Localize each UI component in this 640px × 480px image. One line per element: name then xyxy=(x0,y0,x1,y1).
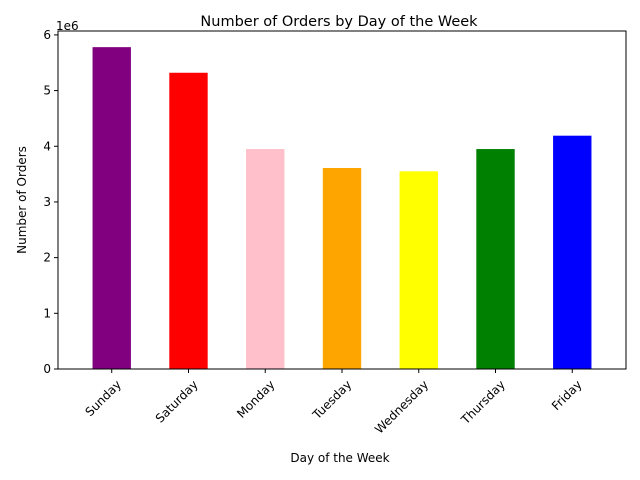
bar-thursday xyxy=(476,149,514,369)
y-tick-label: 0 xyxy=(43,362,51,376)
y-tick-label: 2 xyxy=(43,251,51,265)
bar-sunday xyxy=(93,47,131,369)
bar-friday xyxy=(553,136,591,369)
y-axis-label: Number of Orders xyxy=(15,146,29,254)
y-tick-label: 1 xyxy=(43,306,51,320)
bar-wednesday xyxy=(400,171,438,369)
chart-title: Number of Orders by Day of the Week xyxy=(200,14,478,30)
bar-monday xyxy=(246,149,284,369)
y-tick-label: 4 xyxy=(43,139,51,153)
y-tick-label: 5 xyxy=(43,84,51,98)
y-tick-label: 6 xyxy=(43,28,51,42)
x-axis-label: Day of the Week xyxy=(290,451,389,465)
bar-tuesday xyxy=(323,168,361,369)
bar-saturday xyxy=(169,73,207,369)
y-tick-label: 3 xyxy=(43,195,51,209)
